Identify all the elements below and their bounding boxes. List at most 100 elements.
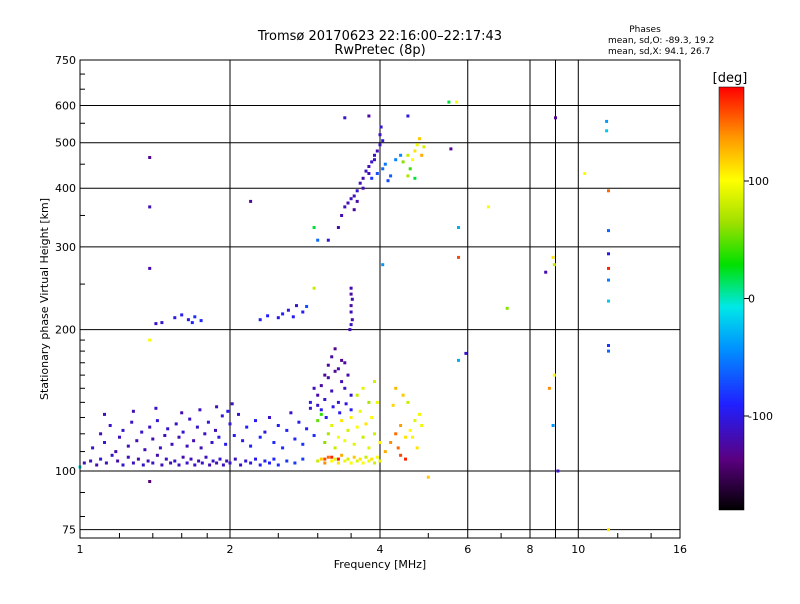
data-point <box>258 463 262 467</box>
data-point <box>249 461 253 465</box>
data-point <box>349 461 353 465</box>
data-point <box>258 318 262 322</box>
data-point <box>331 405 335 409</box>
data-point <box>605 129 609 133</box>
data-point <box>295 304 298 308</box>
data-point <box>406 400 410 404</box>
data-point <box>305 305 309 308</box>
data-point <box>455 100 459 104</box>
data-point <box>349 323 353 327</box>
data-point <box>195 425 199 429</box>
data-point <box>272 441 276 444</box>
data-point <box>177 435 181 439</box>
data-point <box>605 119 609 123</box>
data-point <box>301 310 305 314</box>
data-point <box>544 270 548 274</box>
data-point <box>607 528 610 532</box>
data-point <box>141 463 145 467</box>
data-point <box>239 463 243 467</box>
data-point <box>326 363 330 367</box>
y-tick-label: 200 <box>55 324 76 337</box>
colorbar <box>718 86 745 511</box>
data-point <box>324 416 328 419</box>
data-point <box>225 459 229 463</box>
data-point <box>281 446 285 450</box>
data-points <box>78 100 610 532</box>
data-point <box>281 312 285 316</box>
data-point <box>411 435 415 439</box>
data-point <box>254 457 257 461</box>
data-point <box>323 461 327 465</box>
data-point <box>370 160 374 164</box>
data-point <box>121 463 125 467</box>
data-point <box>399 153 403 157</box>
data-point <box>404 457 407 461</box>
legend-title: Phases <box>629 25 661 35</box>
data-point <box>413 419 417 423</box>
data-point <box>375 455 379 459</box>
data-point <box>415 446 419 450</box>
data-point <box>210 441 214 444</box>
data-point <box>99 457 103 461</box>
data-point <box>383 162 387 166</box>
data-point <box>413 176 417 180</box>
data-point <box>330 459 334 463</box>
data-point <box>266 314 270 318</box>
data-point <box>551 424 555 427</box>
data-point <box>381 139 385 143</box>
data-point <box>263 430 267 434</box>
data-point <box>148 266 152 270</box>
data-point <box>116 459 120 463</box>
x-tick-label: 6 <box>464 543 471 556</box>
data-point <box>224 442 228 446</box>
data-point <box>486 205 490 209</box>
data-point <box>373 461 376 465</box>
y-tick-label: 400 <box>55 182 76 195</box>
data-point <box>126 455 130 459</box>
data-point <box>375 149 379 153</box>
data-point <box>378 143 382 147</box>
data-point <box>190 321 194 325</box>
data-point <box>232 434 236 437</box>
data-point <box>151 437 155 441</box>
data-point <box>607 252 610 256</box>
data-point <box>148 338 152 342</box>
data-point <box>352 455 356 459</box>
data-point <box>148 480 152 483</box>
data-point <box>336 461 340 465</box>
data-point <box>185 444 189 448</box>
data-point <box>254 419 257 423</box>
data-point <box>607 349 610 353</box>
data-point <box>383 450 387 454</box>
data-point <box>346 201 350 205</box>
data-point <box>326 455 330 459</box>
grid-lines <box>80 60 680 538</box>
axis-ticks: 1 2 4 6 8 10 16 75 100 200 300 400 500 600 750 <box>55 54 687 556</box>
data-point <box>449 147 453 151</box>
data-point <box>319 384 323 388</box>
data-point <box>217 435 221 439</box>
data-point <box>272 457 276 461</box>
data-point <box>607 229 610 233</box>
data-point <box>350 318 354 322</box>
data-point <box>378 459 382 463</box>
data-point <box>391 403 395 407</box>
data-point <box>373 380 376 384</box>
data-point <box>349 408 353 412</box>
data-point <box>308 400 312 404</box>
data-point <box>340 419 344 423</box>
data-point <box>291 315 295 319</box>
data-point <box>130 420 134 424</box>
x-tick-label: 2 <box>227 543 234 556</box>
data-point <box>464 351 468 355</box>
data-point <box>381 263 385 267</box>
data-point <box>505 306 509 310</box>
data-point <box>276 424 280 427</box>
data-point <box>333 446 337 450</box>
data-point <box>367 459 371 463</box>
data-point <box>340 380 344 384</box>
colorbar-tick-label: 100 <box>748 175 769 188</box>
data-point <box>333 369 337 373</box>
data-point <box>200 461 204 465</box>
data-point <box>361 176 365 180</box>
